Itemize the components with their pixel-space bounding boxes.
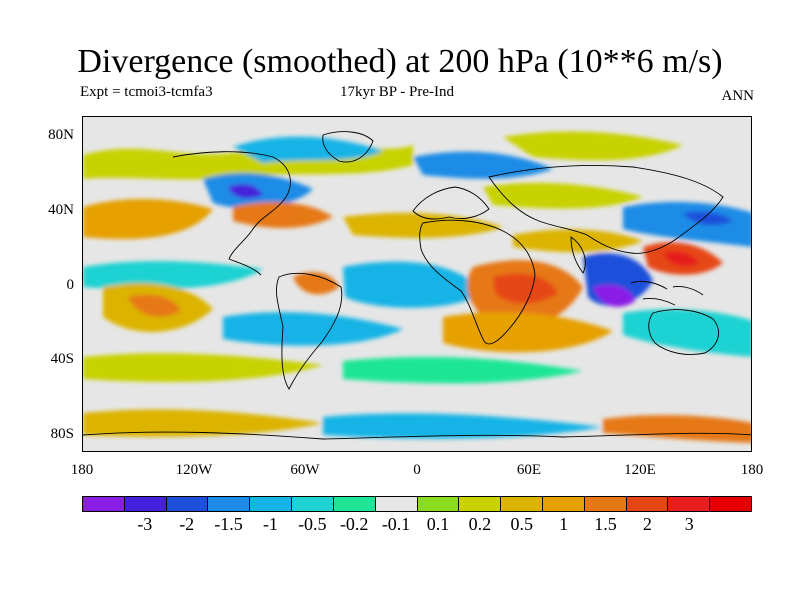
colorbar-box: [710, 497, 751, 511]
lat-label-40s: 40S: [50, 351, 74, 367]
colorbar-box: [250, 497, 293, 511]
lat-label-80n: 80N: [48, 127, 74, 143]
australia-negative-region: [623, 309, 751, 357]
southern-ocean-negative: [343, 356, 583, 384]
period-label: 17kyr BP - Pre-Ind: [340, 84, 455, 100]
colorbar-label: -0.5: [298, 514, 327, 534]
sindian-positive-region: [443, 312, 613, 353]
southern-ocean-positive: [83, 353, 323, 383]
antarctic-east-positive: [603, 415, 751, 443]
westpac-peak: [663, 251, 699, 267]
colorbar-label: 0.1: [426, 514, 450, 534]
colorbar-box: [208, 497, 251, 511]
atlantic-positive-band: [343, 212, 503, 238]
indonesia-coast: [630, 280, 704, 306]
maritime-negative-core: [593, 284, 635, 307]
lat-label-40n: 40N: [48, 202, 74, 218]
europe-coast: [412, 186, 490, 220]
africa-coast: [419, 219, 536, 345]
lon-label-180e: 180: [740, 462, 764, 478]
samerica-positive-region: [293, 272, 339, 295]
colorbar-box: [166, 497, 209, 511]
colorbar-label: 0.2: [468, 514, 492, 534]
colorbar-label: -2: [179, 514, 195, 534]
colorbar-label: -1.5: [214, 514, 243, 534]
europe-positive-region: [483, 182, 643, 209]
antarctica-coast: [83, 431, 751, 440]
colorbar-label: -1: [262, 514, 278, 534]
colorbar-box: [292, 497, 334, 511]
colorbar-label: 1.5: [594, 514, 617, 534]
colorbar-box: [668, 497, 711, 511]
lon-label-120e: 120E: [624, 462, 656, 478]
namerica-core-negative: [228, 184, 263, 199]
npacific-positive-region: [83, 198, 213, 240]
experiment-label: Expt = tcmoi3-tcmfa3: [80, 84, 213, 100]
westpac-positive-north: [513, 229, 643, 253]
colorbar-label: 2: [642, 514, 652, 534]
colorbar-box: [542, 497, 585, 511]
antarctic-positive-band: [83, 409, 323, 437]
colorbar-box: [333, 497, 376, 511]
asia-core-negative: [683, 211, 733, 226]
north-america-coast: [172, 151, 291, 276]
lon-label-180w: 180: [70, 462, 94, 478]
chart-title: Divergence (smoothed) at 200 hPa (10**6 …: [77, 43, 723, 80]
epac-negative-band: [83, 261, 263, 290]
asia-negative-region: [623, 201, 751, 247]
atlantic-negative-halo: [343, 261, 483, 308]
colorbar-label: -3: [137, 514, 153, 534]
colorbar: [82, 496, 752, 512]
lon-label-60e: 60E: [516, 462, 542, 478]
africa-core-positive: [493, 273, 558, 304]
lon-label-0: 0: [413, 462, 421, 478]
lat-label-0: 0: [66, 277, 75, 293]
season-label: ANN: [721, 88, 755, 104]
lon-label-60w: 60W: [290, 462, 320, 478]
greenland-coast: [322, 131, 374, 163]
colorbar-box: [83, 497, 125, 511]
colorbar-label: 3: [684, 514, 694, 534]
siberia-positive-region: [503, 131, 683, 161]
india-coast: [570, 236, 586, 274]
asia-coast: [488, 165, 724, 254]
colorbar-box: [417, 497, 460, 511]
eastus-positive-region: [233, 202, 333, 228]
colorbar-box: [626, 497, 669, 511]
map-panel: [82, 116, 752, 452]
satlantic-negative-band: [223, 312, 403, 346]
colorbar-box: [584, 497, 627, 511]
colorbar-label: -0.2: [339, 514, 369, 534]
coastlines: [83, 131, 751, 440]
colorbar-box: [124, 497, 167, 511]
colorbar-box: [375, 497, 418, 511]
divergence-field: [83, 131, 751, 443]
spac-core-positive: [128, 294, 181, 317]
lon-label-120w: 120W: [175, 462, 213, 478]
colorbar-box: [501, 497, 543, 511]
colorbar-label: 0.5: [510, 514, 533, 534]
colorbar-label: 1: [559, 514, 569, 534]
south-america-coast: [276, 272, 343, 390]
colorbar-label: -0.1: [381, 514, 411, 534]
antarctic-negative-band: [323, 413, 603, 439]
colorbar-box: [459, 497, 502, 511]
northatlantic-negative-region: [413, 151, 553, 179]
australia-coast: [648, 309, 720, 355]
lat-label-80s: 80S: [50, 426, 74, 442]
